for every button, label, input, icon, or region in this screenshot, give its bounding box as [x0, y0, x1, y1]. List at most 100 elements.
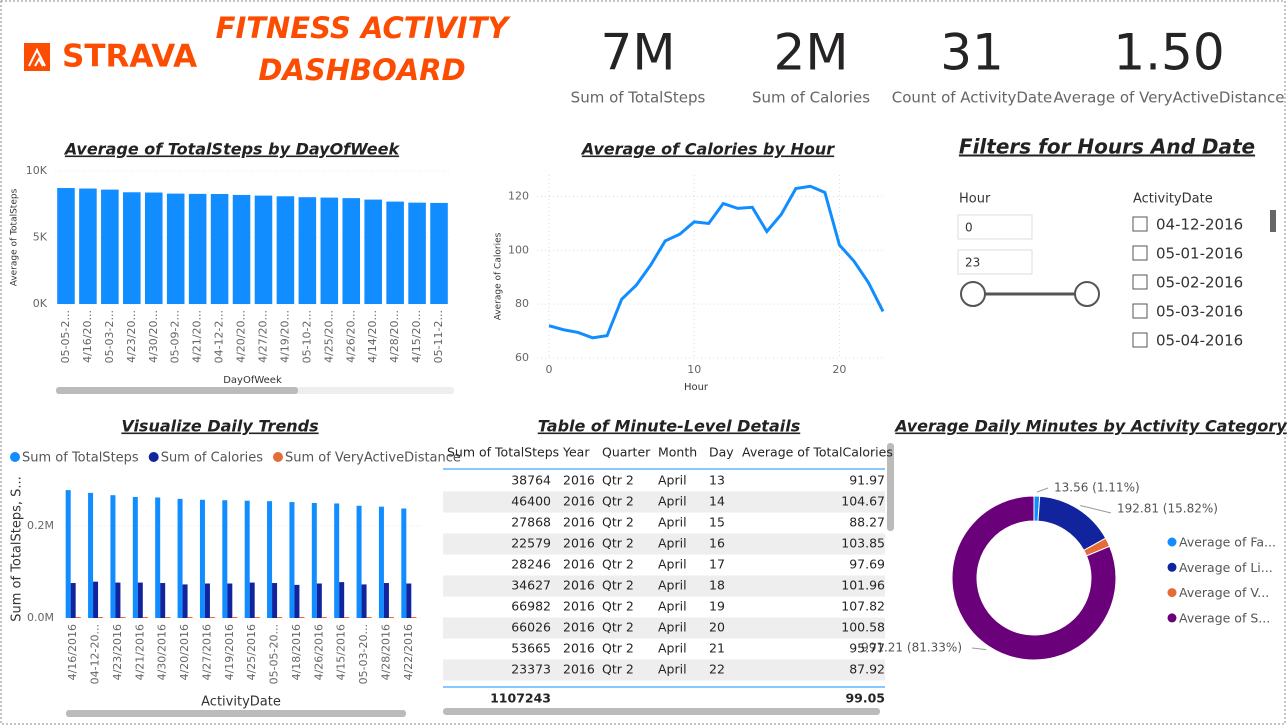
line	[548, 184, 885, 340]
table-cell: Qtr 2	[602, 494, 634, 509]
bar	[222, 500, 228, 618]
hour-max-input[interactable]	[957, 249, 1033, 275]
legend-swatch	[1167, 562, 1177, 572]
y-tick-label: 80	[515, 297, 529, 310]
x-tick-label: 4/16/20...	[81, 310, 94, 363]
bar	[188, 193, 207, 304]
row-band	[443, 575, 885, 597]
bar	[88, 492, 94, 618]
table-cell: Qtr 2	[602, 641, 634, 656]
title: FITNESS ACTIVITY	[216, 11, 512, 45]
date-option: 04-12-2016	[1156, 216, 1243, 234]
bar	[177, 498, 183, 618]
legend-label: Sum of VeryActiveDistance	[285, 451, 461, 466]
bar	[277, 617, 283, 618]
bar	[320, 197, 339, 304]
table-cell: 22579	[511, 536, 551, 551]
kpi-label: Count of ActivityDate	[892, 89, 1053, 107]
bar	[366, 617, 372, 618]
x-tick-label: 4/30/2016	[156, 624, 169, 680]
bar	[98, 617, 104, 618]
total-cell: 99.05	[845, 691, 885, 706]
bar	[408, 202, 426, 304]
table-cell: Qtr 2	[602, 662, 634, 677]
legend-label: Sum of TotalSteps	[22, 451, 139, 466]
bar	[383, 583, 389, 618]
bar	[110, 495, 116, 618]
column-header: Sum of TotalSteps	[447, 445, 559, 460]
scrollbar[interactable]	[887, 443, 894, 531]
donut-slice	[1037, 495, 1107, 552]
table-cell: 97.69	[849, 557, 885, 572]
table-cell: Qtr 2	[602, 536, 634, 551]
table-cell: 2016	[563, 494, 595, 509]
table-cell: April	[658, 662, 687, 677]
x-tick-label: 4/15/2016	[335, 624, 348, 680]
kpi-value: 1.50	[1113, 24, 1224, 82]
bar	[316, 583, 322, 618]
x-tick-label: 05-09-2...	[169, 310, 182, 363]
column-header: Month	[658, 445, 697, 460]
table-cell: 38764	[511, 473, 551, 488]
scrollbar[interactable]	[56, 387, 298, 394]
table-cell: 21	[709, 641, 725, 656]
table-cell: Qtr 2	[602, 578, 634, 593]
leader-line	[1036, 487, 1049, 493]
x-axis-label: DayOfWeek	[223, 375, 282, 386]
table-cell: 2016	[563, 473, 595, 488]
bar	[160, 583, 166, 618]
bar	[356, 505, 362, 618]
legend-label: Average of Li...	[1179, 560, 1273, 575]
bar	[187, 617, 193, 618]
checkbox[interactable]	[1132, 245, 1148, 261]
bar	[254, 195, 273, 304]
table-cell: 88.27	[849, 515, 885, 530]
scrollbar[interactable]	[66, 710, 406, 717]
bar	[137, 582, 143, 618]
bar	[101, 189, 119, 304]
checkbox[interactable]	[1132, 303, 1148, 319]
bar	[120, 617, 126, 618]
bar	[115, 582, 121, 618]
scrollbar[interactable]	[443, 708, 880, 715]
row-band	[443, 533, 885, 555]
bar	[142, 617, 148, 618]
chart-title: Average Daily Minutes by Activity Catego…	[893, 417, 1287, 436]
kpi-label: Average of VeryActiveDistance	[1054, 89, 1285, 107]
legend-label: Average of S...	[1179, 610, 1270, 625]
bar	[267, 501, 273, 618]
bar	[166, 193, 185, 304]
x-tick-label: 04-12-20...	[89, 624, 102, 684]
bar	[378, 506, 384, 618]
logo-mark	[28, 47, 46, 67]
date-option: 05-04-2016	[1156, 332, 1243, 350]
table-cell: 46400	[511, 494, 551, 509]
checkbox[interactable]	[1132, 216, 1148, 232]
x-tick-label: 4/19/2016	[223, 624, 236, 680]
column-header: Average of TotalCalories	[742, 445, 893, 460]
table-cell: Qtr 2	[602, 557, 634, 572]
slider-handle[interactable]	[960, 281, 986, 307]
table-cell: 91.97	[849, 473, 885, 488]
y-tick-label: 0K	[33, 297, 48, 310]
kpi-label: Sum of TotalSteps	[571, 89, 706, 107]
total-cell: 1107243	[490, 691, 551, 706]
bar	[344, 617, 350, 618]
x-tick-label: 4/28/2016	[379, 624, 392, 680]
scrollbar[interactable]	[1270, 210, 1276, 232]
bar	[401, 508, 407, 618]
hour-min-input[interactable]	[957, 214, 1033, 240]
legend-swatch	[148, 452, 159, 462]
bar	[299, 617, 305, 618]
x-tick-label: 4/25/2016	[245, 624, 258, 680]
bar	[123, 192, 141, 304]
table-cell: 27868	[511, 515, 551, 530]
table-cell: 22	[709, 662, 725, 677]
table-cell: April	[658, 599, 687, 614]
table-cell: 14	[709, 494, 725, 509]
slider-handle[interactable]	[1074, 281, 1100, 307]
checkbox[interactable]	[1132, 274, 1148, 290]
bar	[227, 583, 233, 618]
checkbox[interactable]	[1132, 332, 1148, 348]
